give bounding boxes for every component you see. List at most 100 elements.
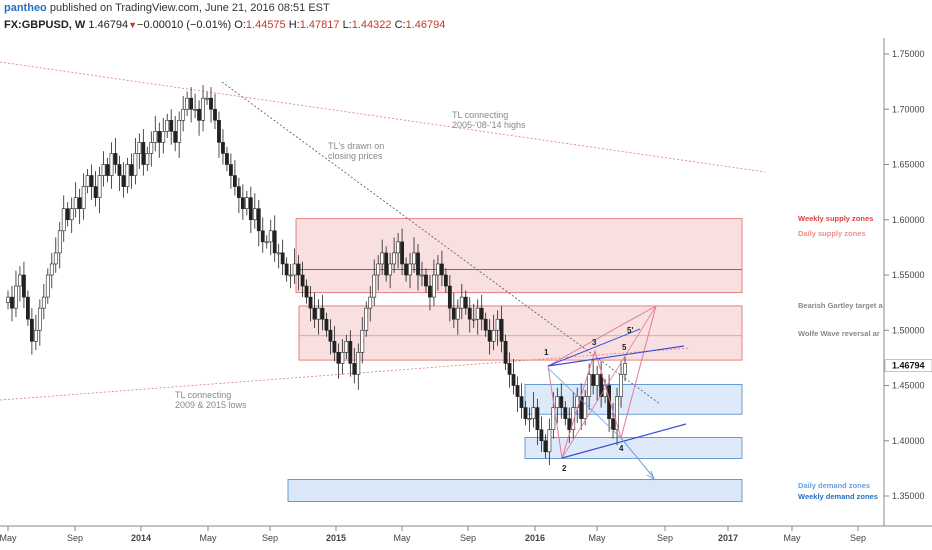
annotation-5: Daily supply zones: [798, 229, 866, 238]
candle: [217, 120, 221, 143]
candle: [447, 285, 452, 309]
candle: [463, 296, 468, 309]
publish-info: pantheo published on TradingView.com, Ju…: [4, 2, 330, 14]
low-value: 1.44322: [351, 19, 392, 31]
annotation-2: closing prices: [328, 151, 383, 161]
wolfe-top-line-2: [547, 328, 641, 367]
last-price-tag: [884, 359, 932, 372]
candle: [543, 440, 548, 453]
candle: [149, 142, 154, 154]
candle: [515, 385, 520, 397]
candle: [467, 307, 472, 320]
candle: [583, 396, 588, 419]
candle: [296, 263, 301, 276]
candle: [65, 208, 70, 221]
wave-label-6: 5': [627, 326, 633, 335]
candle: [483, 318, 488, 331]
candle: [392, 252, 397, 265]
annotation-7: Wolfe Wave reversal ar: [798, 329, 880, 338]
candle: [173, 131, 178, 143]
candle: [376, 263, 381, 276]
candle: [412, 252, 416, 265]
candle: [232, 175, 237, 187]
candle: [256, 208, 261, 232]
candle: [332, 340, 337, 353]
candle: [408, 263, 412, 276]
x-tick-label: May: [199, 533, 217, 543]
candle: [209, 97, 213, 110]
gartley-pattern: [547, 304, 657, 459]
candle: [69, 208, 74, 221]
candle: [81, 186, 86, 210]
x-tick-label: Sep: [67, 533, 83, 543]
candle: [443, 274, 448, 287]
candle: [623, 363, 627, 375]
y-tick-label: 1.45000: [892, 381, 925, 391]
candle: [45, 274, 50, 298]
candle: [93, 186, 98, 198]
candle: [455, 307, 460, 320]
candle: [225, 153, 229, 165]
candle: [420, 274, 424, 277]
down-arrow-icon: ▼: [128, 20, 138, 30]
author-name[interactable]: pantheo: [4, 2, 47, 14]
daily-demand-zone-2: [524, 437, 743, 459]
candle: [49, 263, 54, 276]
candle: [193, 108, 197, 111]
wolfe-top-line: [547, 345, 685, 367]
candle: [252, 208, 257, 221]
candle: [312, 307, 317, 320]
candle: [511, 374, 516, 386]
candle: [471, 318, 476, 321]
y-tick-label: 1.50000: [892, 325, 925, 335]
candle: [177, 120, 182, 143]
candle: [611, 418, 615, 430]
candle: [344, 340, 349, 353]
candle: [495, 318, 500, 331]
candle: [595, 374, 600, 386]
x-tick-label: May: [588, 533, 606, 543]
candle: [400, 241, 404, 265]
target-arrow-line: [620, 437, 655, 479]
annotation-4: Weekly supply zones: [798, 214, 873, 223]
candle: [356, 352, 361, 375]
candle: [436, 263, 440, 276]
candle: [292, 263, 297, 276]
y-tick-label: 1.60000: [892, 215, 925, 225]
x-tick-label: Sep: [262, 533, 278, 543]
candle: [161, 131, 166, 143]
candle: [189, 97, 194, 110]
wave-label-2: 2: [562, 464, 567, 473]
candle: [308, 296, 313, 309]
candle: [328, 329, 333, 342]
wave-label-1: 1: [544, 348, 549, 357]
candle: [185, 97, 190, 110]
last-price-label: 1.46794: [892, 361, 925, 371]
annotation-3: TL connecting: [175, 390, 231, 400]
candle: [18, 274, 22, 287]
annotation-9: Weekly demand zones: [798, 492, 878, 501]
candle: [37, 307, 42, 331]
candle: [563, 407, 568, 419]
candle: [29, 318, 34, 342]
candle: [153, 131, 158, 143]
candle: [22, 274, 26, 298]
y-tick-label: 1.40000: [892, 436, 925, 446]
candle: [125, 164, 130, 187]
candle: [320, 307, 325, 320]
open-value: 1.44575: [245, 19, 286, 31]
gartley-leg-xd: [561, 305, 657, 459]
candle: [14, 285, 18, 309]
candle: [567, 418, 572, 430]
close-label: C:: [394, 19, 406, 31]
symbol-name: FX:GBPUSD, W: [4, 19, 86, 31]
candle: [105, 164, 110, 176]
candle: [364, 307, 369, 331]
candle: [591, 374, 596, 386]
candle: [85, 175, 90, 187]
candle: [133, 153, 138, 176]
candle: [475, 307, 480, 320]
y-tick-label: 1.70000: [892, 104, 925, 114]
candle: [221, 142, 225, 154]
